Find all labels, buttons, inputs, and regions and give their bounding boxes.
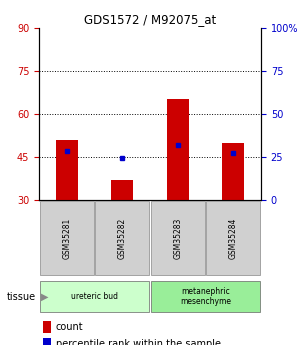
Text: ▶: ▶ [40, 292, 48, 302]
Text: percentile rank within the sample: percentile rank within the sample [56, 339, 221, 345]
Text: GSM35284: GSM35284 [229, 217, 238, 259]
Text: GSM35283: GSM35283 [173, 217, 182, 259]
Text: ureteric bud: ureteric bud [71, 292, 118, 301]
Bar [44, 338, 51, 345]
Bar [111, 180, 134, 200]
Text: GSM35281: GSM35281 [62, 217, 71, 259]
Bar [167, 99, 189, 200]
Bar [151, 281, 260, 312]
Bar [95, 201, 149, 275]
Bar [44, 321, 51, 333]
Bar [40, 201, 94, 275]
Title: GDS1572 / M92075_at: GDS1572 / M92075_at [84, 13, 216, 27]
Bar [222, 142, 244, 200]
Text: count: count [56, 322, 83, 332]
Bar [56, 140, 78, 200]
Bar [40, 281, 149, 312]
Bar [206, 201, 260, 275]
Text: GSM35282: GSM35282 [118, 217, 127, 259]
Bar [151, 201, 205, 275]
Text: metanephric
mesenchyme: metanephric mesenchyme [180, 287, 231, 306]
Text: tissue: tissue [7, 292, 36, 302]
